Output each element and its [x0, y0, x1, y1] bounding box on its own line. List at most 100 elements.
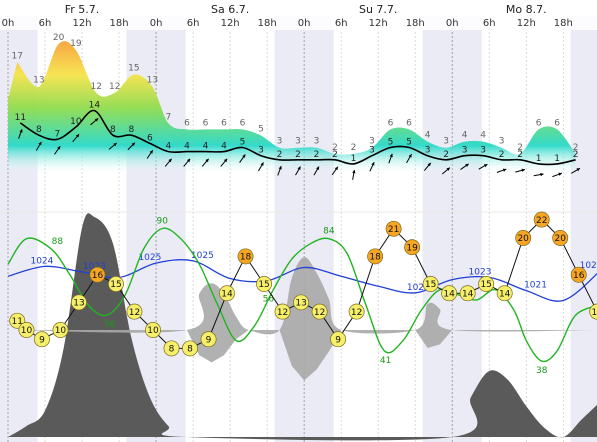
temperature-value: 20	[517, 234, 529, 244]
temperature-dot	[367, 248, 384, 265]
gust-value: 3	[277, 137, 283, 147]
temperature-dot	[219, 285, 235, 302]
temperature-value: 22	[536, 216, 547, 226]
temperature-value: 12	[129, 308, 140, 318]
wind-value: 4	[203, 142, 209, 152]
temperature-dot	[163, 340, 180, 357]
wind-arrow-head	[483, 164, 488, 168]
wind-value: 5	[406, 138, 412, 148]
wind-arrow-head	[427, 162, 431, 167]
hour-label: 18h	[258, 18, 277, 29]
night-band	[570, 16, 597, 442]
humidity-label: 84	[323, 227, 335, 237]
gust-value: 7	[166, 112, 172, 122]
wind-arrow-head	[186, 158, 191, 163]
day-label: Sa 6.7.	[211, 3, 249, 16]
gust-value: 3	[295, 137, 301, 147]
pressure-layer: 1024 1023 1025 1025 1023 1023 1021 1024	[7, 251, 597, 302]
wind-arrow-head	[94, 118, 99, 122]
temperature-value: 10	[55, 326, 67, 336]
gust-value: 2	[332, 143, 338, 153]
temperature-dot	[570, 266, 587, 283]
temperature-dot	[459, 285, 476, 302]
temperature-dot	[404, 239, 421, 256]
humidity-label: 88	[52, 237, 64, 247]
wind-arrow-head	[316, 166, 319, 170]
hour-label: 0h	[150, 18, 163, 29]
temperature-dot	[311, 303, 328, 320]
wind-arrow-head	[260, 162, 264, 166]
temperature-value: 16	[92, 271, 104, 281]
gust-value: 17	[12, 51, 23, 61]
temperature-dot	[293, 294, 310, 311]
wind-value: 2	[314, 150, 320, 160]
pressure-label: 1023	[83, 262, 106, 272]
temperature-value: 13	[73, 299, 84, 309]
temperature-dot	[385, 220, 402, 237]
wind-arrow-head	[371, 162, 375, 166]
wind-value: 8	[110, 125, 116, 135]
wind-value: 2	[517, 150, 523, 160]
temperature-value: 9	[335, 335, 341, 345]
humidity-label: 90	[157, 217, 169, 227]
temperature-dot	[256, 276, 273, 292]
gust-value: 19	[70, 39, 82, 49]
humidity-line	[7, 227, 597, 363]
wind-value: 3	[480, 146, 486, 156]
wind-arrow-head	[576, 168, 580, 172]
wind-value: 7	[54, 129, 60, 139]
temperature-value: 14	[443, 289, 455, 299]
day-label: Fr 5.7.	[65, 3, 100, 16]
time-axis-layer: Fr 5.7. Sa 6.7. Su 7.7. Mo 8.7. 0h 6h 12h 18h 0h…	[0, 0, 597, 30]
pressure-label: 1024	[580, 261, 597, 271]
temperature-dot	[200, 331, 217, 348]
temperature-value: 8	[169, 345, 175, 355]
temperature-dot	[71, 294, 87, 311]
wind-value: 2	[499, 150, 505, 160]
wind-value: 11	[15, 113, 26, 123]
pressure-label: 1025	[191, 251, 214, 261]
temperature-dot	[496, 285, 513, 302]
wind-value: 4	[184, 142, 190, 152]
wind-value: 6	[147, 133, 153, 143]
wind-value: 5	[388, 138, 394, 148]
temperature-dot	[52, 322, 69, 338]
wind-arrow-head	[242, 154, 246, 158]
temperature-dot	[515, 230, 532, 246]
hour-label: 12h	[221, 18, 240, 29]
gust-value: 3	[369, 137, 375, 147]
humidity-label: 38	[536, 366, 548, 376]
hour-label: 6h	[187, 18, 200, 29]
temperature-value: 16	[573, 271, 585, 281]
wind-arrow-head	[19, 129, 23, 133]
wind-arrow-head	[223, 158, 228, 163]
temperature-value: 15	[480, 280, 491, 290]
gust-value: 12	[91, 82, 102, 92]
wind-value: 4	[166, 142, 172, 152]
gust-value: 6	[240, 118, 246, 128]
wind-value: 1	[554, 154, 560, 164]
temperature-value: 9	[206, 335, 212, 345]
temperature-dot	[422, 276, 439, 292]
gust-value: 4	[462, 131, 468, 141]
gust-value: 13	[147, 76, 158, 86]
gust-area	[8, 41, 576, 175]
wind-value: 8	[36, 125, 42, 135]
wind-line	[19, 109, 576, 166]
pressure-label: 1025	[138, 253, 161, 263]
temperature-dot	[552, 230, 569, 246]
hour-label: 12h	[73, 18, 92, 29]
temperature-value: 15	[258, 280, 269, 290]
hour-label: 12h	[369, 18, 388, 29]
wind-arrow-head	[168, 158, 172, 163]
temperature-value: 18	[369, 253, 381, 263]
temperature-value: 12	[592, 308, 597, 318]
temperature-dot	[33, 331, 50, 348]
pressure-label: 1023	[469, 267, 492, 277]
wind-value: 1	[536, 154, 542, 164]
wind-arrow-head	[131, 142, 135, 147]
temperature-value: 14	[221, 289, 233, 299]
